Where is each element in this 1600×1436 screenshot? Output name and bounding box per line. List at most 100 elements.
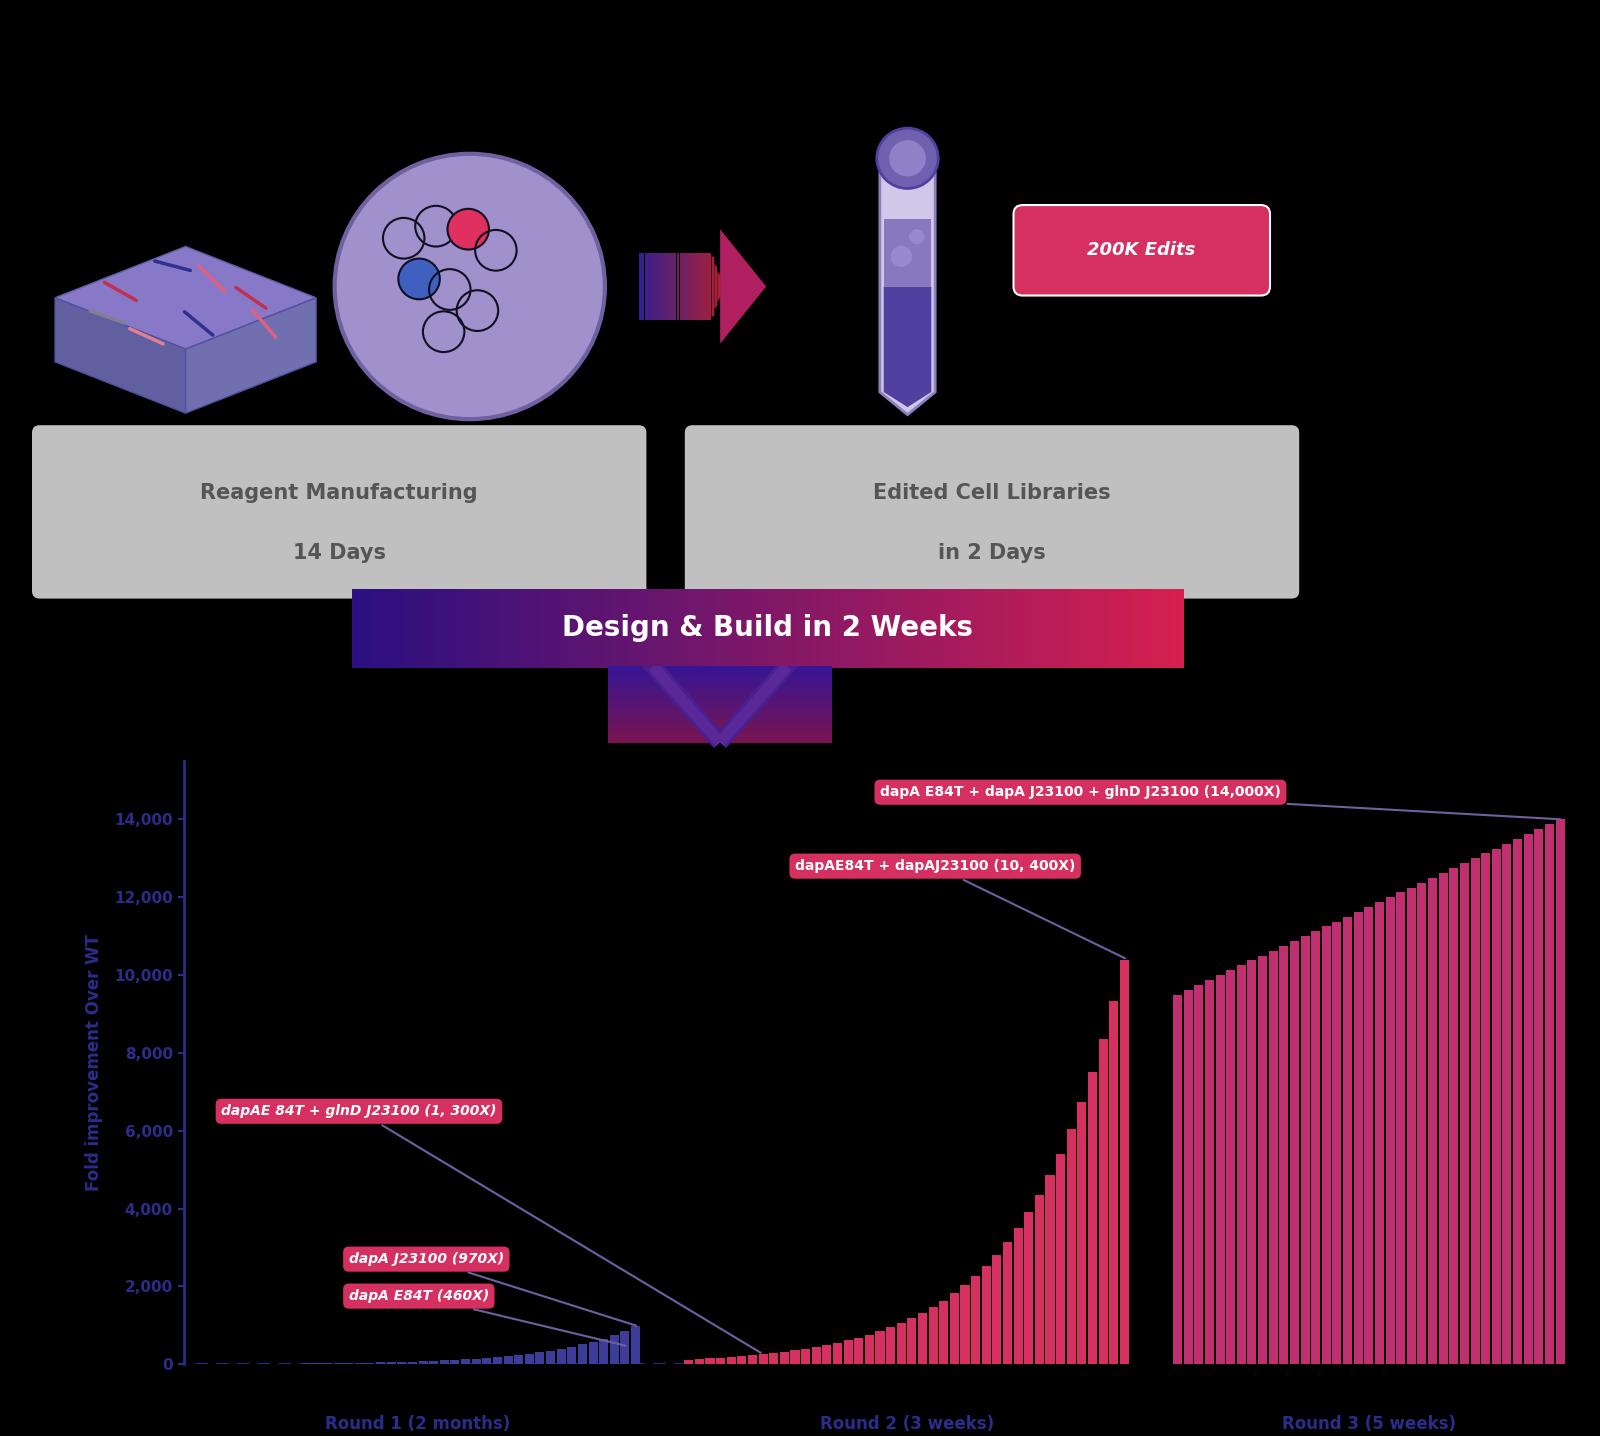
Polygon shape <box>638 253 642 320</box>
Bar <box>995 589 998 668</box>
Bar <box>1181 589 1184 668</box>
Bar <box>1147 589 1150 668</box>
Bar <box>893 589 896 668</box>
Bar <box>1354 912 1363 1364</box>
Bar <box>1158 589 1162 668</box>
Bar <box>949 589 950 668</box>
Bar <box>1470 859 1480 1364</box>
Bar <box>360 589 363 668</box>
Text: Design & Build in 2 Weeks: Design & Build in 2 Weeks <box>563 615 973 642</box>
Bar <box>998 589 1002 668</box>
Bar <box>1301 936 1309 1364</box>
Bar <box>950 1294 958 1364</box>
Bar <box>680 589 682 668</box>
Bar <box>493 589 496 668</box>
Bar <box>787 589 790 668</box>
Bar <box>1555 820 1565 1364</box>
Bar <box>726 589 730 668</box>
Polygon shape <box>666 253 667 320</box>
Bar <box>477 589 480 668</box>
Polygon shape <box>691 253 694 320</box>
Bar <box>930 589 931 668</box>
Bar <box>990 589 992 668</box>
Bar <box>829 589 832 668</box>
Bar <box>405 589 408 668</box>
Bar <box>859 589 862 668</box>
Polygon shape <box>662 253 666 320</box>
Bar <box>510 589 514 668</box>
Bar <box>1045 589 1048 668</box>
Bar <box>461 589 462 668</box>
Polygon shape <box>608 705 832 709</box>
Bar <box>946 589 949 668</box>
Polygon shape <box>608 701 832 705</box>
Bar <box>621 589 624 668</box>
Bar <box>920 589 923 668</box>
Bar <box>682 589 685 668</box>
Bar <box>514 1356 523 1364</box>
Bar <box>742 589 746 668</box>
Bar <box>594 589 597 668</box>
Bar <box>541 589 544 668</box>
Bar <box>987 589 990 668</box>
Bar <box>1026 589 1029 668</box>
Bar <box>1280 946 1288 1364</box>
Y-axis label: Fold improvement Over WT: Fold improvement Over WT <box>85 935 102 1190</box>
Bar <box>536 1353 544 1364</box>
Bar <box>954 589 957 668</box>
Bar <box>851 589 854 668</box>
Bar <box>474 589 477 668</box>
Bar <box>950 589 954 668</box>
Bar <box>646 589 648 668</box>
Bar <box>674 589 677 668</box>
Bar <box>1184 989 1192 1364</box>
Bar <box>578 1344 587 1364</box>
Bar <box>1086 589 1090 668</box>
Bar <box>397 589 398 668</box>
Bar <box>389 589 390 668</box>
Bar <box>469 589 472 668</box>
Bar <box>726 1357 736 1364</box>
Bar <box>1205 979 1214 1364</box>
Text: Round 2 (3 weeks): Round 2 (3 weeks) <box>819 1416 994 1433</box>
Bar <box>984 589 987 668</box>
Bar <box>568 1347 576 1364</box>
Bar <box>1040 589 1043 668</box>
Bar <box>394 589 397 668</box>
Bar <box>811 1347 821 1364</box>
Bar <box>651 589 654 668</box>
FancyBboxPatch shape <box>685 425 1299 599</box>
Bar <box>446 589 450 668</box>
Bar <box>1290 941 1299 1364</box>
Bar <box>882 589 885 668</box>
Polygon shape <box>656 253 659 320</box>
Bar <box>365 1363 374 1364</box>
Bar <box>1078 589 1082 668</box>
Bar <box>1482 853 1490 1364</box>
Bar <box>768 589 771 668</box>
Bar <box>752 589 754 668</box>
Bar <box>765 589 768 668</box>
Bar <box>790 1350 800 1364</box>
Bar <box>909 589 912 668</box>
Bar <box>896 589 898 668</box>
Bar <box>794 589 795 668</box>
Circle shape <box>334 154 605 419</box>
Polygon shape <box>608 712 832 717</box>
Bar <box>571 589 574 668</box>
Polygon shape <box>54 247 317 349</box>
Bar <box>534 589 538 668</box>
Polygon shape <box>715 264 717 309</box>
Bar <box>590 589 594 668</box>
Bar <box>1216 975 1224 1364</box>
Polygon shape <box>712 256 714 317</box>
Bar <box>363 589 366 668</box>
Circle shape <box>877 128 938 188</box>
Bar <box>1067 1129 1075 1364</box>
Bar <box>1194 985 1203 1364</box>
Bar <box>1138 589 1139 668</box>
Bar <box>1059 589 1062 668</box>
Bar <box>1099 1038 1107 1364</box>
Bar <box>1062 589 1064 668</box>
Bar <box>957 589 960 668</box>
